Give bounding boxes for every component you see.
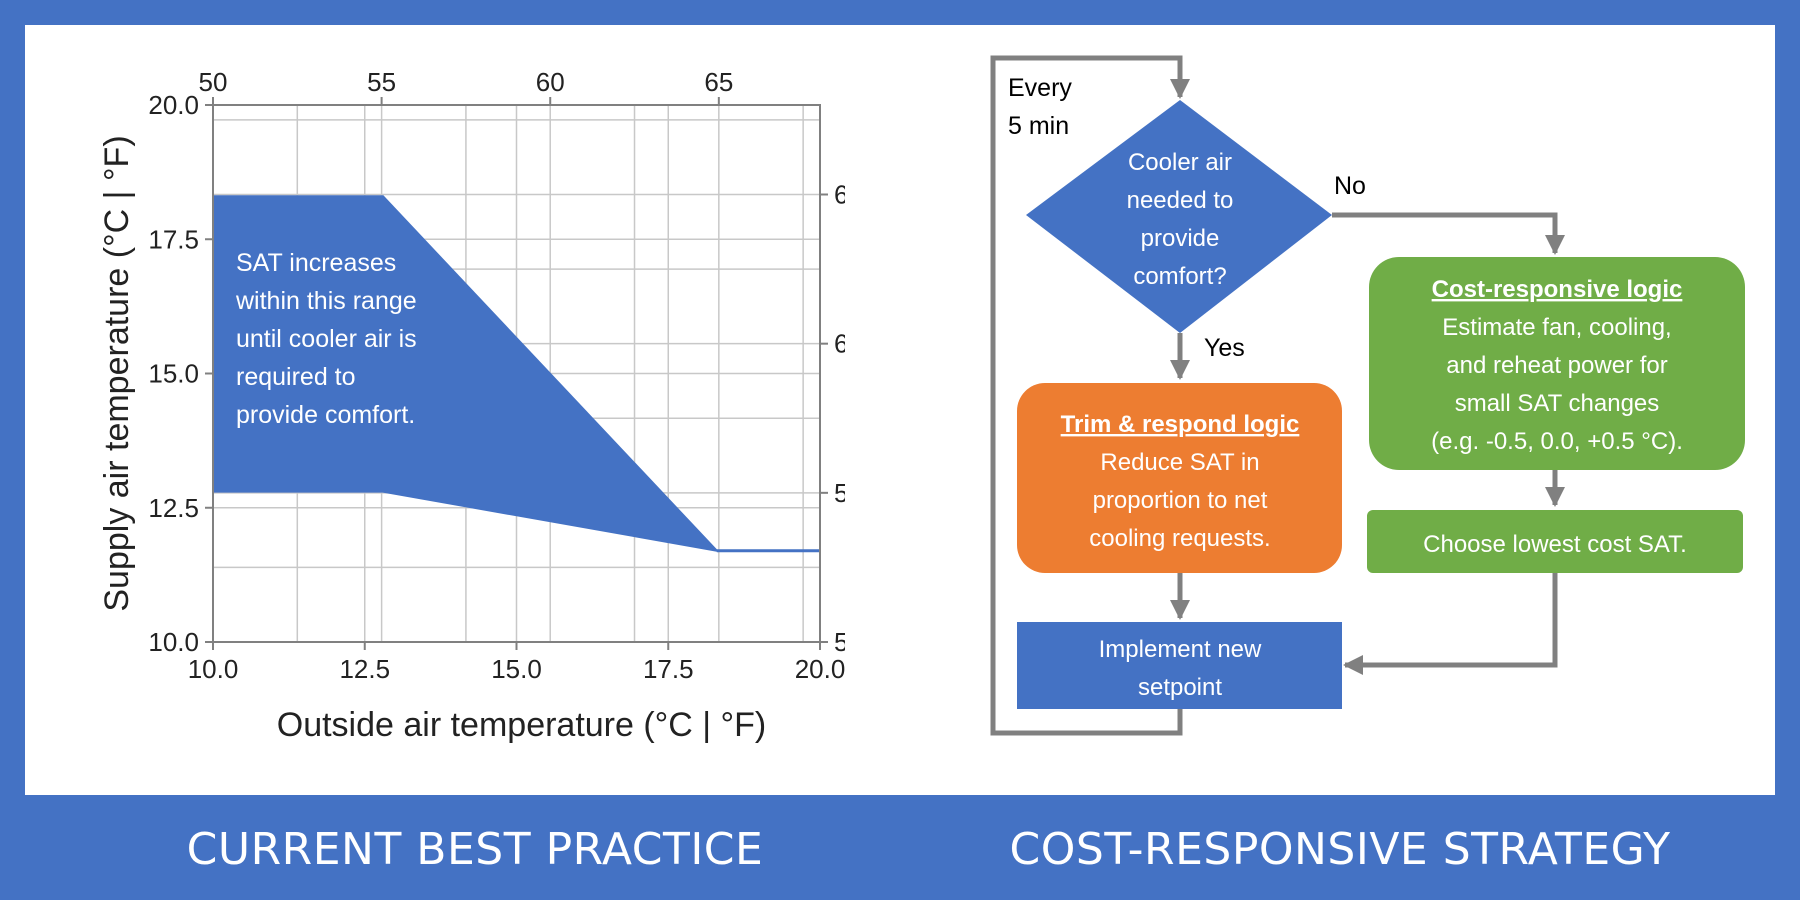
x-top-tick-label: 55 xyxy=(367,67,396,97)
x-top-tick-label: 65 xyxy=(704,67,733,97)
choose-lowest-cost-text: Choose lowest cost SAT. xyxy=(1423,531,1687,558)
trim-respond-title: Trim & respond logic xyxy=(1061,411,1300,438)
decision-text-line: Cooler air xyxy=(1128,149,1232,176)
no-connector xyxy=(1332,212,1565,255)
y-axis-label: Supply air temperature (°C | °F) xyxy=(98,135,136,611)
x-axis-label: Outside air temperature (°C | °F) xyxy=(277,706,767,744)
band-annotation-line: provide comfort. xyxy=(236,401,415,429)
cost-responsive-box xyxy=(1369,257,1745,470)
cost-responsive-text-line: and reheat power for xyxy=(1446,352,1667,379)
caption-current-best-practice: CURRENT BEST PRACTICE xyxy=(186,824,764,875)
flowchart: Cooler air needed to provide comfort? Every 5… xyxy=(990,55,1745,736)
decision-text-line: comfort? xyxy=(1133,263,1226,290)
y-tick-label: 17.5 xyxy=(148,224,199,254)
y-right-tick-label: 50 xyxy=(834,627,845,657)
x-tick-label: 15.0 xyxy=(491,654,542,684)
x-top-tick-label: 50 xyxy=(199,67,228,97)
x-tick-label: 10.0 xyxy=(188,654,239,684)
cost-responsive-text-line: small SAT changes xyxy=(1455,390,1660,417)
caption-cost-responsive-strategy: COST-RESPONSIVE STRATEGY xyxy=(1009,824,1671,875)
choose-to-implement-connector xyxy=(1343,573,1558,675)
cost-responsive-text-line: Estimate fan, cooling, xyxy=(1442,314,1671,341)
decision-diamond xyxy=(1026,100,1332,333)
implement-setpoint-box xyxy=(1017,622,1342,709)
y-tick-label: 20.0 xyxy=(148,90,199,120)
sat-chart: 10.0 12.5 15.0 17.5 20.0 10.0 12.5 15.0 17.5 20.0… xyxy=(98,67,845,744)
band-annotation-line: within this range xyxy=(235,287,417,315)
y-tick-label: 12.5 xyxy=(148,493,199,523)
decision-text-line: provide xyxy=(1141,225,1220,252)
choose-lowest-cost-box xyxy=(1367,510,1743,573)
band-annotation-line: SAT increases xyxy=(236,249,396,277)
y-right-tick-label: 55 xyxy=(834,478,845,508)
y-right-tick-label: 65 xyxy=(834,180,845,210)
x-top-tick-label: 60 xyxy=(536,67,565,97)
x-tick-label: 20.0 xyxy=(795,654,845,684)
cost-responsive-text-line: (e.g. -0.5, 0.0, +0.5 °C). xyxy=(1431,428,1683,455)
content-panel: 10.0 12.5 15.0 17.5 20.0 10.0 12.5 15.0 17.5 20.0… xyxy=(25,25,1775,795)
band-annotation-line: required to xyxy=(236,363,356,391)
implement-setpoint-text-line: Implement new xyxy=(1099,636,1262,663)
band-annotation-line: until cooler air is xyxy=(236,325,417,353)
loop-interval-label: Every xyxy=(1008,74,1072,102)
loop-interval-label: 5 min xyxy=(1008,112,1069,140)
loop-connector xyxy=(990,55,1190,736)
trim-respond-text-line: Reduce SAT in xyxy=(1100,449,1259,476)
trim-respond-text-line: cooling requests. xyxy=(1089,525,1270,552)
no-label: No xyxy=(1334,172,1366,200)
y-right-tick-label: 60 xyxy=(834,329,845,359)
implement-setpoint-text-line: setpoint xyxy=(1138,674,1222,701)
y-tick-label: 10.0 xyxy=(148,627,199,657)
yes-label: Yes xyxy=(1204,334,1245,362)
x-tick-label: 12.5 xyxy=(339,654,390,684)
trim-respond-box xyxy=(1017,383,1342,573)
trim-respond-text-line: proportion to net xyxy=(1093,487,1268,514)
decision-text-line: needed to xyxy=(1127,187,1234,214)
y-tick-label: 15.0 xyxy=(148,359,199,389)
cost-responsive-title: Cost-responsive logic xyxy=(1432,276,1683,303)
x-tick-label: 17.5 xyxy=(643,654,694,684)
